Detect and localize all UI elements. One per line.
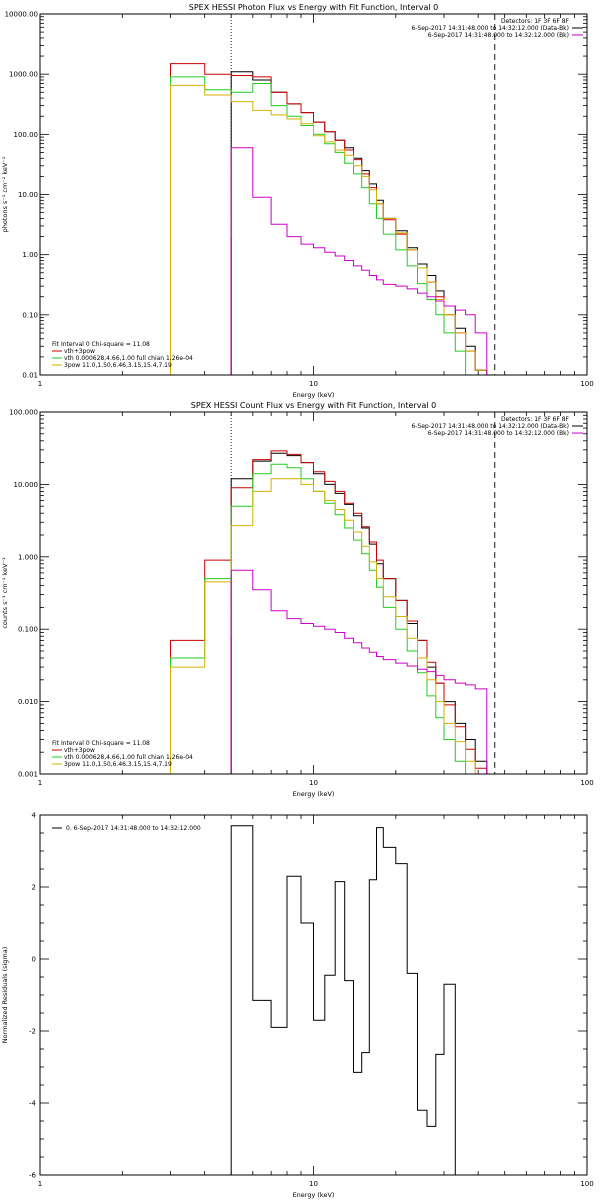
series-line-2 xyxy=(170,450,507,774)
chart-panel-2: SPEX HESSI Count Flux vs Energy with Fit… xyxy=(1,401,594,798)
y-tick-label: -2 xyxy=(29,1028,36,1036)
legend-top-right: Detectors: 1F 3F 6F 8F6-Sep-2017 14:31:4… xyxy=(411,416,583,437)
legend-bottom-left-text: 3pow 11.0,1.50,6.46,3.15,15.4,7.19 xyxy=(64,761,172,768)
series-line-5 xyxy=(230,569,488,774)
series-line-5 xyxy=(230,147,488,375)
x-tick-label: 1 xyxy=(38,380,42,388)
x-tick-label: 10 xyxy=(309,380,318,388)
x-ticks: 1 10 100 xyxy=(38,815,594,1188)
x-tick-label: 100 xyxy=(580,779,593,787)
x-tick-label: 100 xyxy=(580,380,593,388)
y-tick-label: 0.100 xyxy=(18,626,38,634)
legend-bottom-left-text: Fit Interval 0 Chi-square = 11.08 xyxy=(52,740,150,747)
y-tick-label: 2 xyxy=(32,884,36,892)
plot-frame xyxy=(39,814,588,1176)
series-line-4 xyxy=(170,478,507,774)
legend-bottom-left-text: vth 0.000628,4.66,1.00 full chian 1.26e-… xyxy=(64,754,193,761)
series-line-1 xyxy=(230,825,456,1175)
series-line-3 xyxy=(170,76,507,375)
legend-bottom-left: Fit Interval 0 Chi-square = 11.08vth+3po… xyxy=(52,341,193,369)
legend-top-right-text: Detectors: 1F 3F 6F 8F xyxy=(501,18,570,25)
x-tick-label: 100 xyxy=(580,1180,593,1188)
legend-bottom-left-text: Fit Interval 0 Chi-square = 11.08 xyxy=(52,341,150,348)
legend-bottom-left-text: vth+3pow xyxy=(64,747,95,754)
plot-frame xyxy=(39,411,588,775)
x-axis-label: Energy (keV) xyxy=(293,391,335,399)
legend-top-right-text: 6-Sep-2017 14:31:48.000 to 14:32:12.000 … xyxy=(411,423,569,430)
y-tick-label: 1000.00 xyxy=(9,71,38,79)
x-ticks: 1 10 100 xyxy=(38,412,594,787)
x-axis-label: Energy (keV) xyxy=(293,790,335,798)
plot-frame xyxy=(39,13,588,376)
legend-bottom-left-text: vth 0.000628,4.66,1.00 full chian 1.26e-… xyxy=(64,355,193,362)
x-tick-label: 1 xyxy=(38,1180,42,1188)
y-tick-label: 100.00 xyxy=(14,131,39,139)
legend-text: 0. 6-Sep-2017 14:31:48.000 to 14:32:12.0… xyxy=(66,825,201,832)
y-tick-label: 10.000 xyxy=(14,481,39,489)
y-tick-label: -6 xyxy=(29,1172,37,1180)
y-axis-label: counts s⁻¹ cm⁻² keV⁻¹ xyxy=(1,557,9,629)
y-tick-label: 0.010 xyxy=(18,698,38,706)
legend-top-right-text: Detectors: 1F 3F 6F 8F xyxy=(501,416,570,423)
y-ticks: 0.01 0.10 1.00 10.00 100.00 1000.00 10000.00 xyxy=(5,11,587,380)
legend-bottom-left: Fit Interval 0 Chi-square = 11.08vth+3po… xyxy=(52,740,193,768)
legend-bottom-left-text: 3pow 11.0,1.50,6.46,3.15,15.4,7.19 xyxy=(64,362,172,369)
x-ticks: 1 10 100 xyxy=(38,14,594,388)
x-tick-label: 10 xyxy=(309,1180,318,1188)
y-axis-label: photons s⁻¹ cm⁻² keV⁻¹ xyxy=(1,156,9,232)
plot-area xyxy=(170,412,507,774)
y-tick-label: 1.000 xyxy=(18,553,38,561)
y-tick-label: 0.01 xyxy=(22,372,38,380)
legend-top-right-text: 6-Sep-2017 14:31:48.000 to 14:32:12.000 … xyxy=(428,430,569,437)
plot-area xyxy=(170,14,507,375)
chart-title: SPEX HESSI Photon Flux vs Energy with Fi… xyxy=(189,3,439,12)
y-tick-label: 10000.00 xyxy=(5,11,38,19)
chart-panel-1: SPEX HESSI Photon Flux vs Energy with Fi… xyxy=(1,3,594,399)
y-tick-label: 0 xyxy=(32,956,36,964)
chart-panel-3: Energy (keV) Normalized Residuals (sigma)… xyxy=(1,812,594,1200)
plot-area xyxy=(230,825,456,1175)
y-tick-label: 100.000 xyxy=(9,409,38,417)
x-tick-label: 10 xyxy=(309,779,318,787)
y-axis-label: Normalized Residuals (sigma) xyxy=(1,947,9,1044)
series-line-3 xyxy=(170,463,507,774)
y-tick-label: -4 xyxy=(29,1100,37,1108)
legend-top-right: Detectors: 1F 3F 6F 8F6-Sep-2017 14:31:4… xyxy=(411,18,583,39)
y-tick-label: 0.10 xyxy=(22,311,38,319)
legend: 0. 6-Sep-2017 14:31:48.000 to 14:32:12.0… xyxy=(52,825,201,832)
y-ticks: 0.001 0.010 0.100 1.000 10.000 100.000 xyxy=(9,409,587,779)
legend-bottom-left-text: vth+3pow xyxy=(64,348,95,355)
series-line-1 xyxy=(230,71,488,375)
y-tick-label: 1.00 xyxy=(22,251,38,259)
chart-title: SPEX HESSI Count Flux vs Energy with Fit… xyxy=(191,401,436,410)
y-tick-label: 10.00 xyxy=(18,191,38,199)
y-ticks: -6 -4 -2 0 2 4 xyxy=(29,812,587,1180)
y-tick-label: 0.001 xyxy=(18,771,38,779)
x-tick-label: 1 xyxy=(38,779,42,787)
legend-top-right-text: 6-Sep-2017 14:31:48.000 to 14:32:12.000 … xyxy=(411,25,569,32)
legend-top-right-text: 6-Sep-2017 14:31:48.000 to 14:32:12.000 … xyxy=(428,32,569,39)
x-axis-label: Energy (keV) xyxy=(293,1191,335,1199)
y-tick-label: 4 xyxy=(32,812,37,820)
series-line-1 xyxy=(230,452,488,774)
series-line-4 xyxy=(170,84,507,375)
